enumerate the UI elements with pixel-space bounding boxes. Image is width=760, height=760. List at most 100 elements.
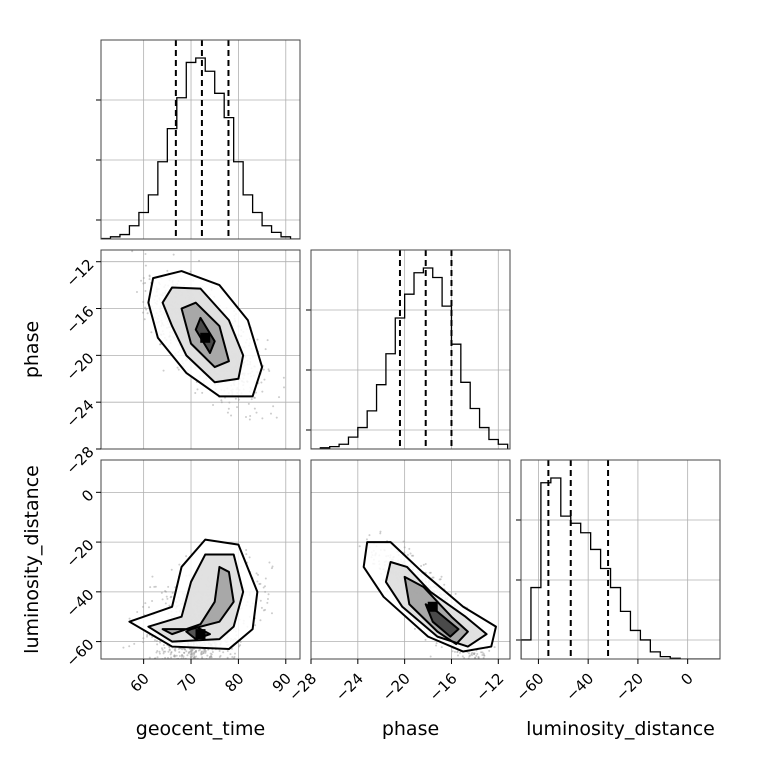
scatter-point bbox=[438, 578, 441, 581]
scatter-point bbox=[264, 608, 267, 611]
scatter-point bbox=[150, 672, 152, 674]
scatter-point bbox=[271, 565, 274, 568]
scatter-point bbox=[200, 653, 203, 656]
scatter-point bbox=[211, 650, 214, 653]
scatter-point bbox=[167, 665, 169, 667]
panel-hist-luminosity_distance bbox=[516, 459, 721, 660]
scatter-point bbox=[193, 669, 195, 671]
scatter-point bbox=[188, 700, 190, 702]
xtick-label-phase: −16 bbox=[426, 669, 461, 704]
scatter-point bbox=[228, 401, 231, 404]
scatter-point bbox=[443, 662, 445, 664]
scatter-point bbox=[179, 662, 181, 664]
scatter-point bbox=[136, 611, 139, 614]
scatter-point bbox=[195, 659, 197, 661]
scatter-point bbox=[178, 563, 181, 566]
scatter-point bbox=[263, 585, 266, 588]
xtick-label-phase: −24 bbox=[332, 669, 367, 704]
scatter-point bbox=[177, 670, 179, 672]
scatter-point bbox=[368, 534, 371, 537]
pair-content bbox=[122, 538, 274, 704]
scatter-point bbox=[198, 677, 200, 679]
xtick-label-geocent_time: 60 bbox=[127, 669, 153, 695]
scatter-point bbox=[162, 369, 165, 372]
scatter-point bbox=[182, 655, 185, 658]
scatter-point bbox=[170, 568, 173, 571]
scatter-point bbox=[501, 660, 503, 662]
scatter-point bbox=[193, 673, 195, 675]
scatter-point bbox=[208, 656, 211, 659]
scatter-point bbox=[156, 694, 158, 696]
scatter-point bbox=[486, 660, 488, 662]
scatter-point bbox=[486, 664, 488, 666]
scatter-point bbox=[152, 662, 154, 664]
scatter-point bbox=[151, 575, 154, 578]
scatter-point bbox=[222, 651, 225, 654]
scatter-point bbox=[220, 401, 223, 404]
scatter-point bbox=[223, 675, 225, 677]
scatter-point bbox=[233, 655, 236, 658]
scatter-point bbox=[175, 654, 178, 657]
scatter-point bbox=[175, 673, 177, 675]
density-peak bbox=[200, 332, 211, 343]
scatter-point bbox=[216, 678, 218, 680]
scatter-point bbox=[163, 646, 166, 649]
scatter-point bbox=[201, 665, 203, 667]
panel-frame bbox=[100, 459, 301, 660]
scatter-point bbox=[131, 250, 134, 253]
scatter-point bbox=[142, 276, 145, 279]
scatter-point bbox=[230, 647, 233, 650]
scatter-point bbox=[153, 702, 155, 704]
scatter-point bbox=[142, 311, 145, 314]
panel-pair-geocent_time-luminosity_distance bbox=[100, 459, 301, 704]
scatter-point bbox=[144, 290, 147, 293]
scatter-point bbox=[144, 306, 147, 309]
scatter-point bbox=[142, 300, 145, 303]
scatter-point bbox=[212, 404, 215, 407]
scatter-point bbox=[160, 647, 163, 650]
scatter-point bbox=[213, 661, 215, 663]
scatter-point bbox=[173, 663, 175, 665]
scatter-point bbox=[476, 666, 478, 668]
scatter-point bbox=[168, 669, 170, 671]
scatter-point bbox=[462, 668, 464, 670]
scatter-point bbox=[189, 667, 191, 669]
contour-level-3 bbox=[147, 553, 245, 643]
scatter-point bbox=[488, 649, 491, 652]
scatter-point bbox=[192, 652, 195, 655]
scatter-point bbox=[199, 660, 201, 662]
scatter-point bbox=[195, 665, 197, 667]
scatter-point bbox=[477, 656, 480, 659]
scatter-point bbox=[283, 386, 286, 389]
scatter-point bbox=[208, 690, 210, 692]
scatter-point bbox=[365, 538, 368, 541]
scatter-point bbox=[201, 662, 203, 664]
scatter-point bbox=[227, 668, 229, 670]
scatter-point bbox=[158, 652, 161, 655]
scatter-point bbox=[148, 656, 151, 659]
scatter-point bbox=[194, 668, 196, 670]
scatter-point bbox=[256, 338, 259, 341]
scatter-point bbox=[147, 606, 150, 609]
density-peak bbox=[195, 629, 206, 640]
scatter-point bbox=[122, 646, 125, 649]
scatter-point bbox=[188, 659, 190, 661]
scatter-point bbox=[155, 688, 157, 690]
scatter-point bbox=[190, 666, 192, 668]
scatter-point bbox=[275, 416, 278, 419]
xlabel-geocent_time: geocent_time bbox=[136, 718, 265, 740]
scatter-point bbox=[151, 599, 154, 602]
scatter-point bbox=[161, 598, 164, 601]
scatter-point bbox=[199, 676, 201, 678]
scatter-point bbox=[174, 647, 177, 650]
scatter-point bbox=[463, 664, 465, 666]
scatter-point bbox=[244, 416, 247, 419]
scatter-point bbox=[403, 551, 406, 554]
scatter-point bbox=[238, 645, 241, 648]
scatter-point bbox=[255, 391, 258, 394]
scatter-point bbox=[167, 650, 170, 653]
ytick-label-phase: −24 bbox=[62, 396, 97, 431]
scatter-point bbox=[159, 641, 162, 644]
scatter-point bbox=[164, 656, 167, 659]
xlabel-luminosity_distance: luminosity_distance bbox=[526, 718, 715, 740]
